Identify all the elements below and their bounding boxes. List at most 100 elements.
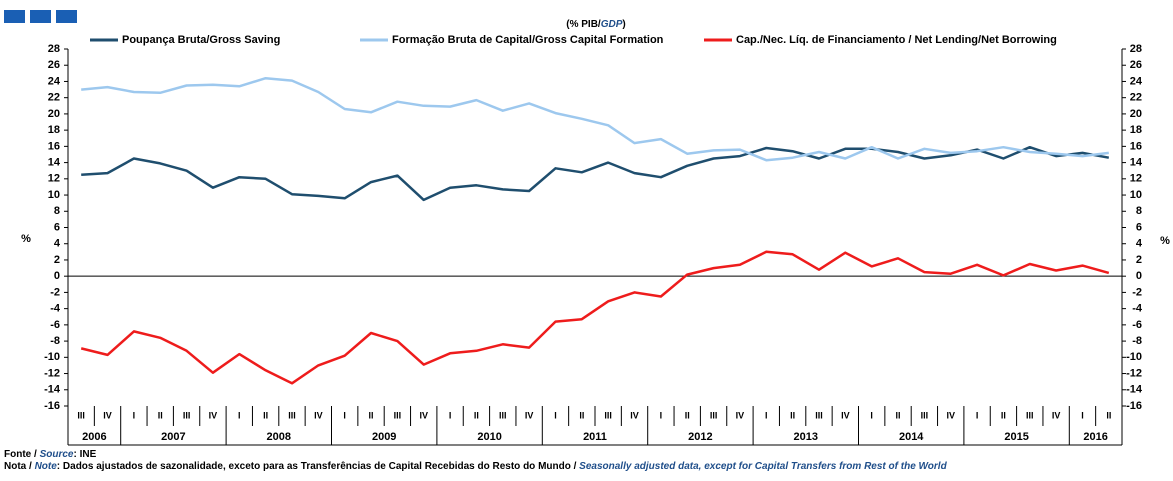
y2-axis-label: % bbox=[1160, 235, 1170, 247]
y-tick-label: -14 bbox=[44, 384, 61, 396]
logo-square bbox=[30, 10, 51, 23]
x-tick-label: I bbox=[976, 410, 979, 420]
y2-tick-label: 18 bbox=[1130, 124, 1142, 136]
series-line bbox=[80, 250, 1110, 385]
x-tick-label: I bbox=[343, 410, 346, 420]
y2-tick-label: 20 bbox=[1130, 108, 1142, 120]
y-tick-label: -2 bbox=[50, 286, 60, 298]
year-label: 2007 bbox=[161, 431, 185, 443]
logo-square bbox=[4, 10, 25, 23]
x-tick-label: IV bbox=[314, 410, 323, 420]
y-tick-label: 28 bbox=[48, 43, 60, 55]
x-tick-label: III bbox=[604, 410, 612, 420]
x-tick-label: III bbox=[183, 410, 191, 420]
series-line bbox=[81, 76, 1109, 162]
y2-tick-label: 8 bbox=[1136, 205, 1142, 217]
y2-tick-label: 12 bbox=[1130, 173, 1142, 185]
y-tick-label: -8 bbox=[50, 335, 60, 347]
y2-tick-label: 2 bbox=[1136, 254, 1142, 266]
x-tick-label: II bbox=[1106, 410, 1111, 420]
year-label: 2016 bbox=[1083, 431, 1107, 443]
year-label: 2006 bbox=[82, 431, 106, 443]
year-label: 2014 bbox=[899, 431, 924, 443]
x-tick-label: I bbox=[870, 410, 873, 420]
logo-square bbox=[56, 10, 77, 23]
y2-tick-label: -12 bbox=[1126, 367, 1142, 379]
y-tick-label: 22 bbox=[48, 92, 60, 104]
note-part: : Dados ajustados de sazonalidade, excet… bbox=[56, 461, 580, 472]
x-tick-label: IV bbox=[841, 410, 850, 420]
x-tick-label: I bbox=[238, 410, 241, 420]
legend-label: Formação Bruta de Capital/Gross Capital … bbox=[392, 34, 664, 46]
y2-tick-label: 4 bbox=[1136, 238, 1143, 250]
y-tick-label: 26 bbox=[48, 59, 60, 71]
y-tick-label: -6 bbox=[50, 319, 60, 331]
note-part: Nota / bbox=[4, 461, 35, 472]
y2-tick-label: 28 bbox=[1130, 43, 1142, 55]
source-part: Fonte / bbox=[4, 449, 40, 460]
x-tick-label: II bbox=[790, 410, 795, 420]
x-tick-label: I bbox=[133, 410, 136, 420]
y-tick-label: 18 bbox=[48, 124, 60, 136]
year-label: 2013 bbox=[794, 431, 818, 443]
x-tick-label: III bbox=[499, 410, 507, 420]
y2-tick-label: 16 bbox=[1130, 140, 1142, 152]
x-tick-label: II bbox=[579, 410, 584, 420]
year-label: 2012 bbox=[688, 431, 712, 443]
y2-tick-label: 26 bbox=[1130, 59, 1142, 71]
x-tick-label: III bbox=[77, 410, 85, 420]
y-tick-label: 2 bbox=[54, 254, 60, 266]
x-tick-label: II bbox=[263, 410, 268, 420]
y2-tick-label: 22 bbox=[1130, 92, 1142, 104]
y2-tick-label: -16 bbox=[1126, 400, 1142, 412]
year-label: 2011 bbox=[583, 431, 607, 443]
y-tick-label: -12 bbox=[44, 367, 60, 379]
y2-tick-label: 6 bbox=[1136, 221, 1142, 233]
chart: (% PIB/GDP) % % -16-14-12-10-8-6-4-20246… bbox=[4, 10, 1170, 446]
source-part: Source bbox=[39, 449, 74, 460]
y-tick-label: 10 bbox=[48, 189, 60, 201]
x-tick-label: II bbox=[685, 410, 690, 420]
x-tick-label: IV bbox=[209, 410, 218, 420]
x-tick-label: I bbox=[660, 410, 663, 420]
source: Fonte / Source: INE bbox=[4, 449, 1173, 460]
x-tick-label: III bbox=[288, 410, 296, 420]
x-tick-label: IV bbox=[630, 410, 639, 420]
y-tick-label: 24 bbox=[48, 75, 61, 87]
year-label: 2010 bbox=[477, 431, 501, 443]
subtitle: (% PIB/GDP) bbox=[566, 19, 625, 30]
year-label: 2009 bbox=[372, 431, 396, 443]
year-label: 2008 bbox=[267, 431, 291, 443]
x-tick-label: III bbox=[815, 410, 823, 420]
series-line bbox=[81, 145, 1110, 202]
source-part: : INE bbox=[73, 449, 97, 460]
x-tick-label: IV bbox=[103, 410, 112, 420]
note: Nota / Note: Dados ajustados de sazonali… bbox=[4, 461, 1173, 481]
x-tick-label: I bbox=[554, 410, 557, 420]
y-tick-label: 8 bbox=[54, 205, 60, 217]
x-tick-label: III bbox=[921, 410, 929, 420]
legend-label: Cap./Nec. Líq. de Financiamento / Net Le… bbox=[736, 34, 1057, 46]
y2-tick-label: -2 bbox=[1132, 286, 1142, 298]
y-tick-label: -10 bbox=[44, 351, 60, 363]
y2-tick-label: 24 bbox=[1130, 75, 1143, 87]
x-tick-label: II bbox=[369, 410, 374, 420]
x-tick-label: IV bbox=[946, 410, 955, 420]
x-tick-label: I bbox=[449, 410, 452, 420]
y-tick-label: 20 bbox=[48, 108, 60, 120]
y2-tick-label: -6 bbox=[1132, 319, 1142, 331]
y2-tick-label: 10 bbox=[1130, 189, 1142, 201]
x-tick-label: I bbox=[1081, 410, 1084, 420]
y-axis-label: % bbox=[21, 233, 31, 245]
x-tick-label: IV bbox=[736, 410, 745, 420]
y-tick-label: 16 bbox=[48, 140, 60, 152]
y-tick-label: 4 bbox=[54, 238, 61, 250]
y-tick-label: -4 bbox=[50, 303, 61, 315]
x-tick-label: III bbox=[710, 410, 718, 420]
x-tick-label: IV bbox=[525, 410, 534, 420]
y-tick-label: 6 bbox=[54, 221, 60, 233]
subtitle-part: (% PIB/ bbox=[566, 19, 601, 30]
y-tick-label: -16 bbox=[44, 400, 60, 412]
x-tick-label: IV bbox=[1052, 410, 1061, 420]
y2-tick-label: -8 bbox=[1132, 335, 1142, 347]
